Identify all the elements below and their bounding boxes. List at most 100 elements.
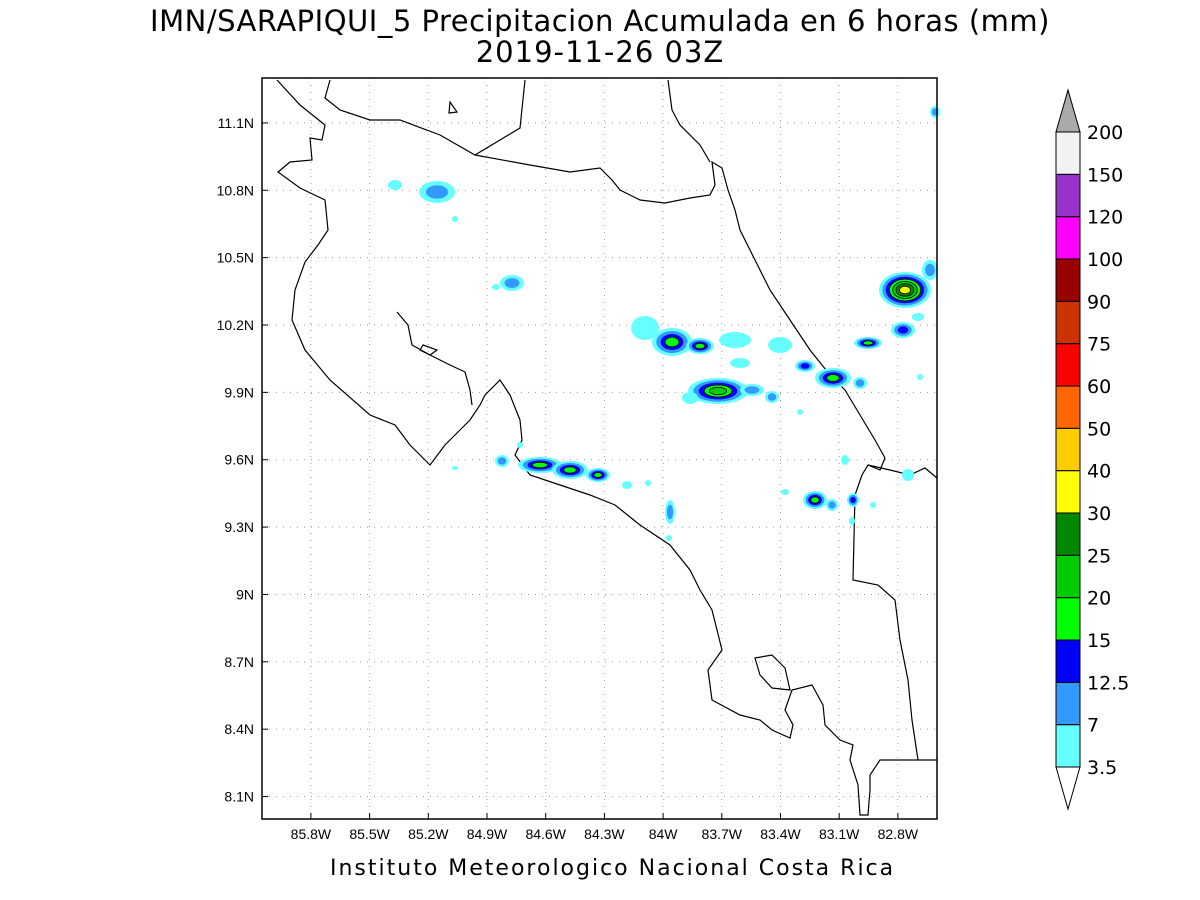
precip-cell-level-0 <box>622 481 632 489</box>
colorbar-label: 3.5 <box>1087 757 1117 779</box>
colorbar-label: 15 <box>1087 630 1111 652</box>
footer-credit: Instituto Meteorologico Nacional Costa R… <box>330 856 896 881</box>
x-tick-label: 85.8W <box>291 826 332 842</box>
precip-cell-level-0 <box>902 469 914 481</box>
precip-cell-level-1 <box>855 379 865 387</box>
colorbar-bottom-arrow <box>1055 766 1081 811</box>
precip-cell-level-0 <box>912 313 924 321</box>
precip-cell-level-0 <box>645 480 651 486</box>
precip-cell-level-0 <box>452 216 458 222</box>
precip-cell-level-2 <box>800 363 810 369</box>
precip-cell-level-3 <box>563 466 577 474</box>
map-frame <box>261 77 938 820</box>
colorbar-label: 100 <box>1087 249 1123 271</box>
y-tick-label: 9.9N <box>224 384 254 400</box>
x-tick-label: 83.1W <box>819 826 860 842</box>
precip-cell-level-0 <box>492 284 500 290</box>
precip-cell-level-1 <box>504 278 520 288</box>
precipitation-shading <box>388 106 940 541</box>
precip-cell-level-0 <box>870 502 876 508</box>
colorbar-label: 75 <box>1087 334 1111 356</box>
colorbar-swatch <box>1055 343 1081 387</box>
precip-cell-level-0 <box>797 409 803 415</box>
precip-cell-level-0 <box>631 316 659 340</box>
precip-cell-level-0 <box>517 442 523 448</box>
precip-cell-level-4 <box>709 386 728 396</box>
colorbar-swatch <box>1055 173 1081 218</box>
y-tick-label: 9.6N <box>224 452 254 468</box>
colorbar-label: 40 <box>1087 461 1111 483</box>
colorbar-swatch <box>1055 300 1081 345</box>
colorbar-label: 50 <box>1087 418 1111 440</box>
colorbar-swatch <box>1055 681 1081 726</box>
grid-lines <box>262 78 937 819</box>
precip-cell-level-2 <box>850 496 856 504</box>
y-tick-label: 10.5N <box>217 250 254 266</box>
latitude-tick-labels: 11.1N 10.8N 10.5N 10.2N 9.9N 9.6N 9.3N 9N 8.7N 8.… <box>217 115 268 805</box>
y-tick-label: 8.7N <box>224 654 254 670</box>
coastline <box>276 79 938 816</box>
precip-cell-level-3 <box>593 472 603 478</box>
y-tick-label: 10.8N <box>217 182 254 198</box>
x-tick-label: 85.5W <box>349 826 390 842</box>
colorbar-legend: 3.5 7 12.5 15 20 25 30 40 50 60 75 90 100 120 150 200 <box>1055 88 1129 811</box>
precip-cell-level-0 <box>841 455 849 465</box>
precip-cell-level-0 <box>452 466 458 470</box>
colorbar-swatch <box>1055 639 1081 683</box>
precip-cell-level-0 <box>682 392 698 404</box>
y-tick-label: 9.3N <box>224 519 254 535</box>
precip-cell-level-0 <box>730 358 750 368</box>
y-tick-label: 11.1N <box>218 115 254 131</box>
y-tick-label: 9N <box>236 586 254 602</box>
x-tick-label: 83.7W <box>702 826 743 842</box>
colorbar-swatch <box>1055 385 1081 429</box>
colorbar-swatch <box>1055 131 1081 175</box>
colorbar-label: 25 <box>1087 545 1111 567</box>
precip-cell-level-0 <box>768 337 792 353</box>
chart-title: IMN/SARAPIQUI_5 Precipitacion Acumulada … <box>150 4 1050 38</box>
precip-cell-level-3 <box>826 374 840 382</box>
colorbar-label: 20 <box>1087 588 1111 610</box>
colorbar-label: 90 <box>1087 291 1111 313</box>
colorbar-swatch <box>1055 258 1081 302</box>
colorbar-label: 7 <box>1087 715 1099 737</box>
colorbar-swatch <box>1055 724 1081 768</box>
precip-cell-level-0 <box>781 489 789 495</box>
colorbar-label: 60 <box>1087 376 1111 398</box>
colorbar-label: 30 <box>1087 503 1111 525</box>
precip-cell-level-3 <box>664 336 680 348</box>
colorbar-swatch <box>1055 470 1081 514</box>
colorbar-swatch <box>1055 597 1081 641</box>
precip-cell-level-6 <box>899 285 911 295</box>
precip-cell-level-0 <box>917 374 923 380</box>
precip-cell-level-1 <box>497 457 507 465</box>
precip-cell-level-1 <box>666 504 674 520</box>
y-tick-label: 8.1N <box>224 789 254 805</box>
precip-cell-level-1 <box>744 386 760 394</box>
precip-cell-level-1 <box>767 393 777 401</box>
precip-cell-level-0 <box>719 332 751 348</box>
precip-cell-level-0 <box>388 180 402 190</box>
precip-cell-level-3 <box>694 342 706 350</box>
x-tick-label: 84W <box>649 826 679 842</box>
colorbar-swatch <box>1055 216 1081 260</box>
colorbar-swatch <box>1055 427 1081 472</box>
precip-cell-level-1 <box>828 501 836 509</box>
precip-cell-level-0 <box>666 535 672 541</box>
colorbar-label: 120 <box>1087 207 1123 229</box>
precip-cell-level-2 <box>897 326 909 334</box>
precip-cell-level-3 <box>862 340 874 346</box>
x-tick-label: 84.6W <box>525 826 566 842</box>
y-tick-label: 8.4N <box>224 721 254 737</box>
longitude-tick-labels: 85.8W 85.5W 85.2W 84.9W 84.6W 84.3W 84W 83.7W 83… <box>291 813 919 842</box>
precip-cell-level-3 <box>810 496 820 504</box>
colorbar-swatch <box>1055 554 1081 599</box>
y-tick-label: 10.2N <box>217 317 254 333</box>
x-tick-label: 85.2W <box>408 826 449 842</box>
precip-cell-level-3 <box>531 461 549 469</box>
x-tick-label: 82.8W <box>878 826 919 842</box>
colorbar-label: 200 <box>1087 122 1123 144</box>
colorbar-top-arrow <box>1055 88 1081 133</box>
colorbar-swatch <box>1055 512 1081 556</box>
